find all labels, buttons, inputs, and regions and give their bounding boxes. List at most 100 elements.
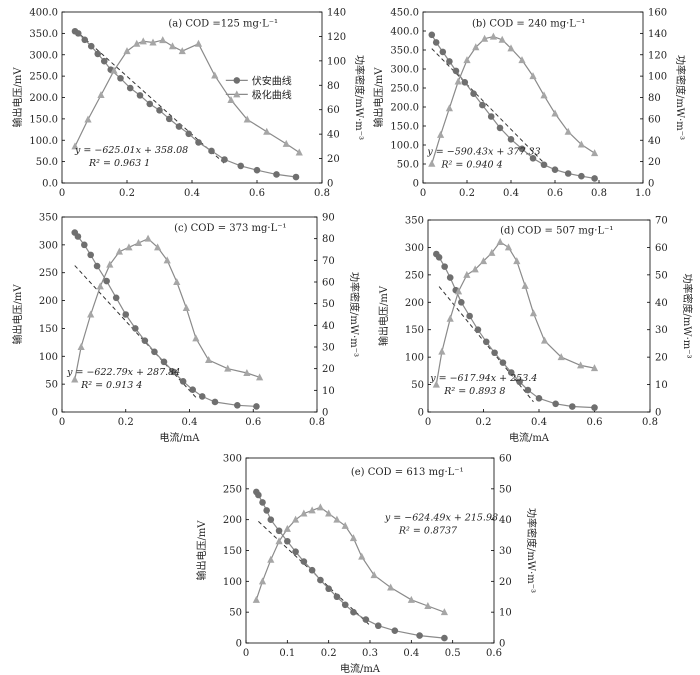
data-point-circle xyxy=(452,67,460,75)
data-point-triangle xyxy=(154,243,162,251)
data-point-circle xyxy=(165,115,173,123)
data-point-triangle xyxy=(489,32,497,40)
data-point-circle xyxy=(524,386,532,394)
data-point-triangle xyxy=(106,260,114,268)
data-point-triangle xyxy=(349,534,358,542)
y-tick-label: 150 xyxy=(405,325,424,336)
y2-tick-label: 0 xyxy=(648,179,654,190)
data-point-triangle xyxy=(194,39,203,47)
data-point-triangle xyxy=(125,243,133,251)
data-point-circle xyxy=(160,358,168,366)
y-tick-label: 50 xyxy=(229,608,242,619)
data-point-circle xyxy=(267,516,275,523)
data-point-circle xyxy=(458,298,465,306)
y-tick-label: 100.0 xyxy=(29,136,58,147)
y-tick-label: 0 xyxy=(236,639,242,650)
data-point-triangle xyxy=(173,278,181,285)
data-point-circle xyxy=(441,634,448,642)
data-point-triangle xyxy=(498,35,506,43)
y-tick-label: 400.0 xyxy=(29,8,58,19)
data-point-triangle xyxy=(358,552,366,560)
x-tick-label: 0.1 xyxy=(279,648,295,659)
x-tick-label: 0 xyxy=(59,417,65,428)
x-tick-label: 0.4 xyxy=(182,417,198,428)
data-point-triangle xyxy=(521,281,529,289)
y-tick-label: 300 xyxy=(223,454,242,465)
y2-tick-label: 40 xyxy=(648,136,661,147)
data-point-triangle xyxy=(316,503,324,511)
legend-marker-circle xyxy=(233,77,241,84)
y-tick-label: 50.0 xyxy=(397,160,419,171)
x-tick-label: 0.6 xyxy=(486,648,502,659)
y-tick-label: 100 xyxy=(405,353,424,364)
y2-tick-label: 20 xyxy=(322,364,335,375)
data-point-triangle xyxy=(84,115,92,123)
data-point-triangle xyxy=(446,314,454,322)
x-tick-label: 0.3 xyxy=(362,648,378,659)
series-line-voltammetry xyxy=(74,30,297,178)
chart-panel-a: 0 0.2 0.4 0.6 0.8 0.0 50.0 100.0 150.0 200.0 250.0… xyxy=(11,8,366,200)
x-tick-label: 1.0 xyxy=(635,188,651,199)
data-point-circle xyxy=(94,50,102,58)
data-point-circle xyxy=(333,593,341,601)
data-point-triangle xyxy=(243,369,251,376)
panel-label: (b) COD = 240 mg·L⁻¹ xyxy=(472,18,585,29)
y2-tick-label: 20 xyxy=(648,157,661,168)
data-point-triangle xyxy=(471,265,479,273)
data-point-triangle xyxy=(463,270,471,278)
y2-tick-label: 70 xyxy=(655,216,668,227)
data-point-circle xyxy=(564,170,572,177)
data-point-circle xyxy=(552,400,559,408)
data-point-circle xyxy=(122,311,130,318)
data-point-circle xyxy=(518,145,526,153)
data-point-circle xyxy=(535,394,543,402)
data-point-triangle xyxy=(283,524,291,532)
data-point-circle xyxy=(100,57,108,65)
y2-tick-label: 50 xyxy=(655,270,668,281)
x-tick-label: 0 xyxy=(420,188,426,199)
data-point-triangle xyxy=(577,361,585,369)
data-point-circle xyxy=(391,627,399,634)
x-tick-label: 0.5 xyxy=(445,648,461,659)
data-point-circle xyxy=(81,36,89,44)
x-tick-label: 0.2 xyxy=(118,417,134,428)
data-point-circle xyxy=(141,337,149,344)
y-tick-label: 350.0 xyxy=(390,46,419,57)
legend-label: 伏安曲线 xyxy=(252,74,292,87)
data-point-circle xyxy=(591,175,598,182)
data-point-triangle xyxy=(529,309,538,317)
data-point-triangle xyxy=(227,95,235,103)
y-tick-label: 0.0 xyxy=(42,179,58,190)
y-tick-label: 350 xyxy=(39,213,58,224)
data-point-circle xyxy=(300,558,308,565)
data-point-triangle xyxy=(256,373,264,381)
data-point-circle xyxy=(482,338,490,346)
data-point-circle xyxy=(432,39,440,46)
x-tick-label: 0.4 xyxy=(531,417,547,428)
y-tick-label: 200 xyxy=(405,298,424,309)
data-point-circle xyxy=(529,155,537,162)
data-point-triangle xyxy=(163,256,171,264)
y2-tick-label: 70 xyxy=(322,256,335,267)
data-point-triangle xyxy=(97,91,105,99)
x-tick-label: 0.6 xyxy=(249,188,265,199)
fit-equation: y = −625.01x + 358.08 xyxy=(74,145,188,156)
y-tick-label: 200 xyxy=(39,296,58,307)
data-point-triangle xyxy=(445,104,453,112)
data-point-triangle xyxy=(407,595,415,603)
data-point-circle xyxy=(132,325,139,332)
data-point-triangle xyxy=(295,148,303,156)
y-tick-label: 200.0 xyxy=(29,93,58,104)
data-point-triangle xyxy=(115,247,123,255)
data-point-triangle xyxy=(472,43,480,51)
data-point-circle xyxy=(175,123,183,130)
data-point-circle xyxy=(275,527,283,535)
y2-tick-label: 0 xyxy=(655,408,661,419)
data-point-triangle xyxy=(205,356,213,363)
fit-line xyxy=(258,521,371,626)
y2-tick-label: 60 xyxy=(322,278,335,289)
data-point-circle xyxy=(208,147,215,155)
x-tick-label: 0.4 xyxy=(403,648,419,659)
data-point-circle xyxy=(317,576,324,584)
chart-panel-e: 0 0.1 0.2 0.3 0.4 0.5 0.6050100150200250300010… xyxy=(195,454,538,675)
